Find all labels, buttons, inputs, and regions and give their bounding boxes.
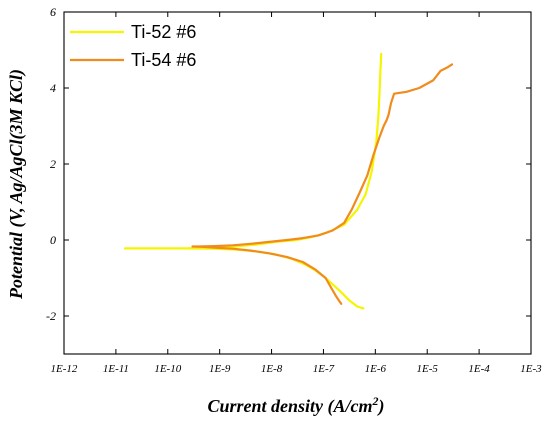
x-axis-title-text: Current density (A/cm (207, 396, 372, 417)
x-axis-title-close: ) (377, 396, 385, 417)
x-tick-label: 1E-9 (209, 363, 231, 375)
y-tick-label: 6 (50, 5, 56, 19)
x-tick-label: 1E-11 (103, 363, 129, 375)
plot-frame (63, 11, 532, 355)
x-tick-label: 1E-6 (365, 363, 387, 375)
legend-label-ti-54: Ti-54 #6 (131, 50, 196, 70)
y-axis-title: Potential (V, Ag/AgCl(3M KCl) (6, 69, 27, 300)
x-tick-label: 1E-7 (313, 363, 335, 375)
x-tick-label: 1E-4 (468, 363, 490, 375)
x-tick-label: 1E-10 (154, 363, 181, 375)
x-tick-label: 1E-5 (417, 363, 439, 375)
x-axis: 1E-12 1E-11 1E-10 1E-9 1E-8 1E-7 1E-6 1E-5 1E-4 1… (51, 12, 542, 375)
x-tick-label: 1E-12 (51, 363, 78, 375)
legend-label-ti-52: Ti-52 #6 (131, 22, 196, 42)
x-axis-title: Current density (A/cm2) (207, 394, 384, 417)
series-line-ti-52 (123, 52, 383, 310)
series-line-ti-54 (191, 63, 454, 305)
x-axis-title-superscript: 2 (372, 394, 379, 408)
x-tick-label: 1E-3 (520, 363, 542, 375)
y-axis: -2 0 2 4 6 (46, 5, 531, 323)
y-tick-label: -2 (46, 309, 56, 323)
y-tick-label: 4 (50, 81, 56, 95)
y-tick-label: 2 (50, 157, 56, 171)
x-tick-label: 1E-8 (261, 363, 283, 375)
series-layer (123, 52, 454, 310)
y-tick-label: 0 (50, 233, 56, 247)
plot-area (63, 11, 532, 355)
legend: Ti-52 #6 Ti-54 #6 (70, 22, 196, 70)
